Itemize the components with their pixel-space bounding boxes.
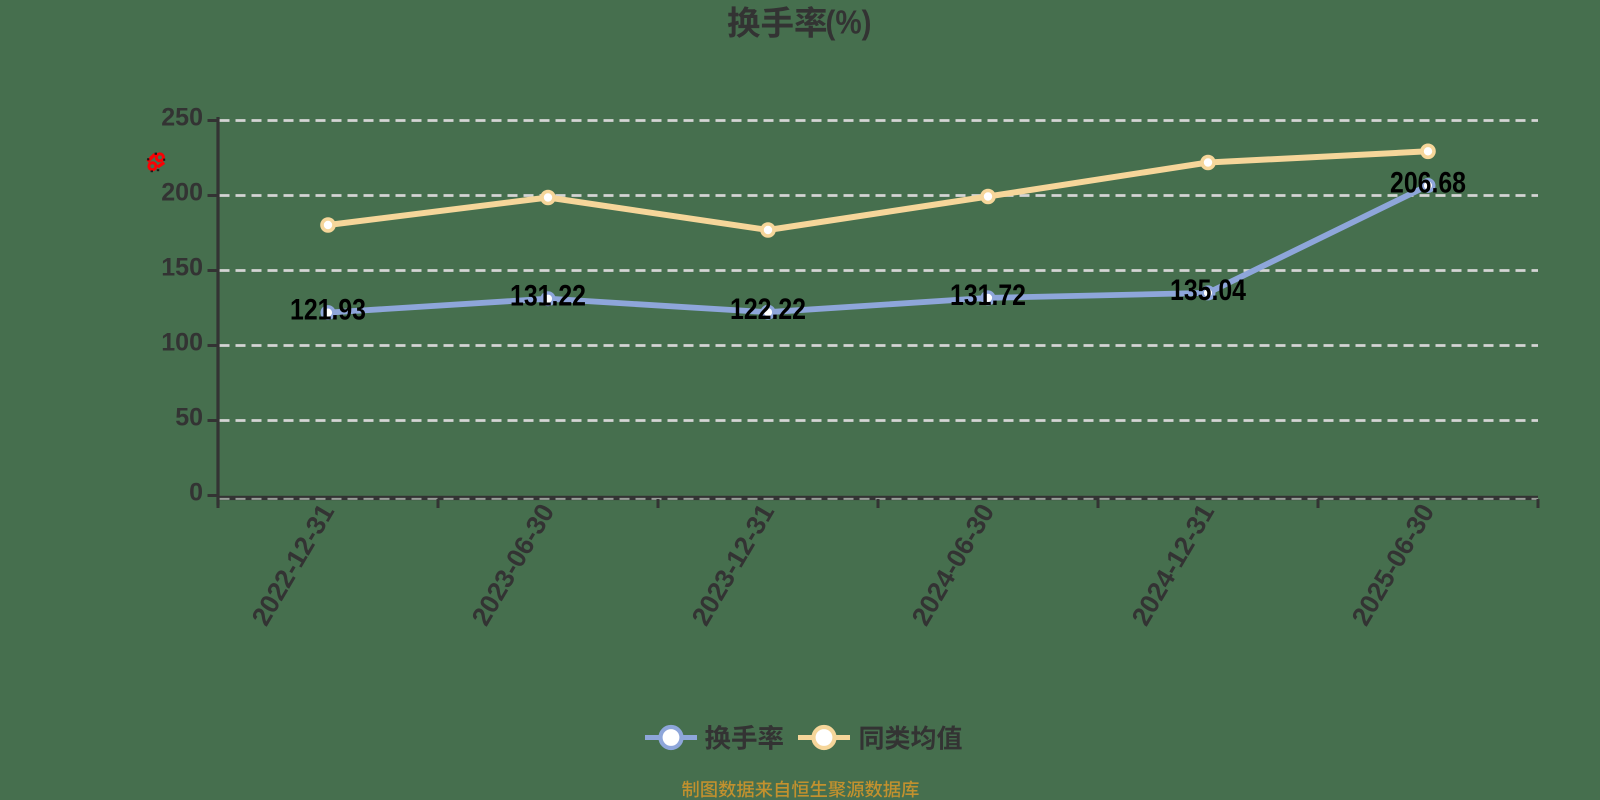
svg-text:200: 200 [161,179,203,207]
svg-text:131.72: 131.72 [950,279,1026,312]
svg-text:250: 250 [161,104,203,132]
svg-text:122.22: 122.22 [730,293,806,326]
svg-text:100: 100 [161,329,203,357]
svg-text:135.04: 135.04 [1170,274,1246,307]
svg-text:0: 0 [189,479,203,507]
svg-text:150: 150 [161,254,203,282]
svg-text:206.68: 206.68 [1390,167,1466,200]
svg-text:(%): (%) [826,4,872,41]
svg-text:50: 50 [175,404,203,432]
svg-text:131.22: 131.22 [510,280,586,313]
svg-text:121.93: 121.93 [290,294,366,327]
